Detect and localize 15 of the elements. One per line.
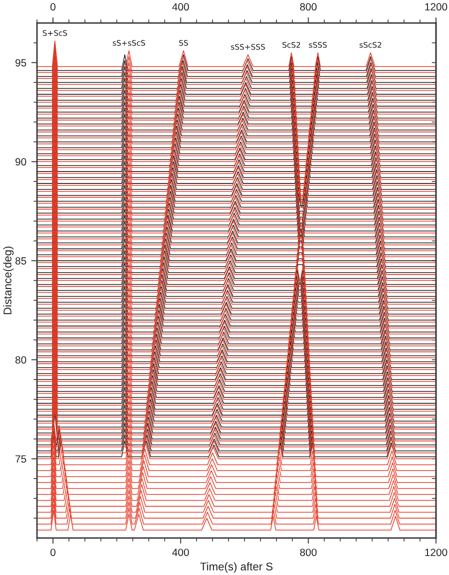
x2-tick-label: 0 xyxy=(50,3,56,11)
x-axis-title: Time(s) after S xyxy=(200,562,273,573)
y-tick-label: 85 xyxy=(15,257,26,265)
y-tick-label: 90 xyxy=(15,158,26,166)
x-tick-label: 800 xyxy=(300,548,317,556)
x2-tick-label: 800 xyxy=(300,3,317,11)
x-tick-label: 0 xyxy=(50,548,56,556)
x2-tick-label: 400 xyxy=(172,3,189,11)
x2-tick-label: 1200 xyxy=(425,3,448,11)
y-axis-title: Distance(deg) xyxy=(3,246,14,314)
y-tick-label: 75 xyxy=(16,455,26,463)
x-tick-label: 1200 xyxy=(425,548,448,556)
y-tick-label: 80 xyxy=(15,356,26,364)
y-tick-label: 95 xyxy=(15,59,26,66)
x-tick-label: 400 xyxy=(172,548,189,556)
